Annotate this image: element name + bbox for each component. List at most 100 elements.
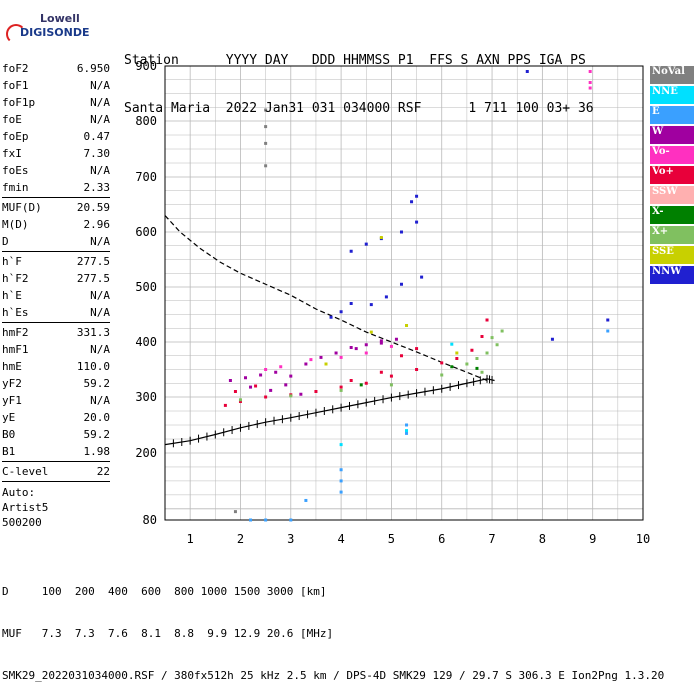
autoscaling-info: Auto: Artist5 500200: [2, 485, 48, 530]
echo-point: [329, 315, 333, 319]
x-tick-label: 8: [539, 532, 546, 546]
param-key: MUF(D): [2, 201, 42, 214]
param-key: B1: [2, 445, 16, 458]
footer: D 100 200 400 600 800 1000 1500 3000 [km…: [2, 557, 664, 697]
y-tick-label: 600: [135, 225, 157, 239]
param-key: foF2: [2, 62, 29, 75]
echo-point: [405, 431, 409, 435]
header-labels: Station YYYY DAY DDD HHMMSS P1 FFS S AXN…: [124, 53, 586, 68]
echo-point: [238, 399, 242, 403]
echo-point: [233, 510, 237, 514]
echo-point: [480, 335, 484, 338]
echo-point: [465, 362, 469, 366]
param-row: hmE 110.0: [2, 358, 110, 375]
chart-axes: [164, 65, 644, 521]
param-row: foEp 0.47: [2, 128, 110, 145]
x-tick-label: 10: [636, 532, 650, 546]
echo-point: [334, 351, 338, 355]
echo-point: [440, 361, 444, 365]
legend-item: Vo-: [650, 146, 694, 164]
echo-point: [588, 70, 592, 73]
echo-point: [309, 358, 313, 362]
param-key: h`E: [2, 289, 22, 302]
param-key: h`F2: [2, 272, 29, 285]
echo-point: [394, 337, 398, 341]
echo-point: [284, 383, 288, 387]
echo-point: [389, 344, 393, 348]
echo-point: [399, 282, 403, 286]
echo-point: [339, 468, 343, 472]
echo-point: [349, 302, 353, 305]
echo-point: [415, 347, 419, 351]
echo-point: [399, 230, 403, 234]
echo-point: [364, 351, 368, 355]
echo-point: [379, 339, 383, 343]
echo-point: [415, 220, 419, 224]
param-value: 7.30: [83, 147, 111, 160]
echo-point: [319, 355, 323, 359]
param-value: 2.96: [83, 218, 111, 231]
param-row: h`F 277.5: [2, 253, 110, 270]
echo-point: [249, 385, 253, 389]
param-key: foE: [2, 113, 22, 126]
y-tick-label: 80: [143, 513, 157, 527]
param-value: 6.950: [76, 62, 110, 75]
echo-point: [500, 329, 504, 333]
param-key: C-level: [2, 465, 49, 478]
param-row: D N/A: [2, 233, 110, 250]
param-row: foF2 6.950: [2, 60, 110, 77]
echo-point: [249, 518, 253, 522]
echo-point: [379, 370, 383, 374]
chart-tick-labels: 1 2 3 4 5 6 7 8 9 10 80 200 300 400 500 600 700 800 900: [135, 59, 650, 546]
params-separator: [2, 461, 110, 462]
param-row: M(D) 2.96: [2, 216, 110, 233]
echo-point: [470, 348, 474, 352]
echo-point: [389, 383, 393, 387]
x-tick-label: 6: [438, 532, 445, 546]
x-tick-label: 3: [287, 532, 294, 546]
param-row: foF1p N/A: [2, 94, 110, 111]
param-row: foF1 N/A: [2, 77, 110, 94]
echo-point: [349, 346, 353, 349]
chart-curves: [164, 215, 495, 449]
param-value: 0.47: [83, 130, 111, 143]
legend: NoVal NNE E W Vo- Vo+ SSW X- X+ SSE NNW: [650, 66, 694, 286]
footer-file-info: SMK29_2022031034000.RSF / 380fx512h 25 k…: [2, 669, 665, 682]
echo-point: [233, 390, 237, 393]
legend-item: SSE: [650, 246, 694, 264]
profile-curve: [164, 215, 488, 382]
logo-swoosh-icon: [6, 24, 26, 44]
echo-point: [359, 383, 363, 387]
param-key: hmF2: [2, 326, 29, 339]
param-row: h`F2 277.5: [2, 270, 110, 287]
echo-point: [405, 429, 409, 433]
echo-point: [379, 236, 383, 239]
param-key: hmF1: [2, 343, 29, 356]
echo-point: [550, 337, 554, 341]
param-row: hmF1 N/A: [2, 341, 110, 358]
echo-point: [238, 398, 242, 402]
echo-point: [289, 394, 293, 398]
echo-point: [279, 365, 283, 369]
legend-item: Vo+: [650, 166, 694, 184]
param-key: M(D): [2, 218, 29, 231]
param-row: fmin 2.33: [2, 179, 110, 196]
echo-point: [364, 343, 368, 347]
param-key: D: [2, 235, 9, 248]
param-row: B0 59.2: [2, 426, 110, 443]
echo-point: [588, 81, 592, 84]
echo-point: [354, 347, 358, 351]
echo-point: [254, 384, 258, 388]
echo-point: [450, 365, 454, 369]
echo-point: [339, 490, 343, 494]
echo-point: [440, 373, 444, 377]
params-group-5: C-level 22: [2, 463, 110, 480]
param-key: h`F: [2, 255, 22, 268]
y-tick-label: 300: [135, 390, 157, 404]
param-value: 59.2: [83, 377, 111, 390]
echo-point: [525, 70, 529, 73]
ionogram-chart: 1 2 3 4 5 6 7 8 9 10 80 200 300 400 500 600 700 800 900: [135, 59, 650, 546]
echo-point: [339, 385, 343, 389]
echo-point: [495, 343, 499, 347]
echo-point: [228, 379, 232, 382]
